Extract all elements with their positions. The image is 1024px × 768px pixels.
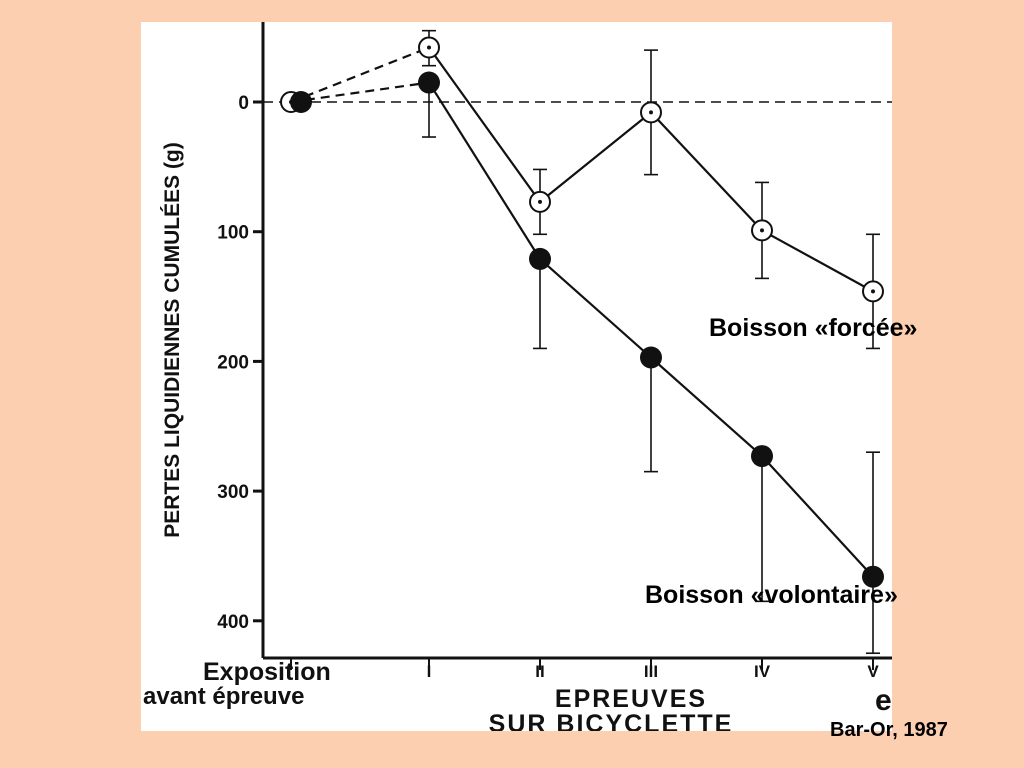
source-credit: Bar-Or, 1987 — [830, 719, 948, 741]
series-line-volontaire — [539, 258, 652, 359]
x-tick-label: III — [644, 662, 658, 681]
data-point-volontaire — [862, 565, 884, 588]
data-point-volontaire — [529, 247, 551, 270]
data-point-volontaire — [290, 91, 312, 113]
data-point-dot-forcee — [871, 289, 875, 294]
x-tick-label: II — [535, 662, 544, 681]
series-line-volontaire — [761, 455, 874, 578]
x-tick-label-exposition-line2: avant épreuve — [143, 683, 304, 710]
x-axis-title-line2: SUR BICYCLETTE — [489, 710, 734, 731]
data-point-volontaire — [418, 71, 440, 94]
series-line-forcee — [539, 111, 652, 203]
series-label-volontaire: Boisson «volontaire» — [645, 581, 898, 609]
series-line-forcee — [428, 46, 541, 203]
x-tick-label: IV — [754, 662, 771, 681]
data-point-volontaire — [640, 346, 662, 369]
y-tick-label: 0 — [238, 93, 249, 114]
series-line-volontaire — [650, 356, 763, 457]
series-line-forcee — [290, 46, 430, 104]
x-axis-title-line1: EPREUVES — [555, 685, 707, 713]
data-point-dot-forcee — [649, 110, 653, 115]
y-tick-label: 100 — [217, 223, 249, 244]
y-axis-title: PERTES LIQUIDIENNES CUMULÉES (g) — [161, 142, 184, 538]
x-tick-label: V — [867, 662, 879, 681]
data-point-dot-forcee — [427, 45, 431, 50]
y-tick-label: 400 — [217, 612, 249, 633]
data-point-dot-forcee — [538, 199, 542, 204]
series-label-forcee: Boisson «forcée» — [709, 314, 918, 342]
series-line-forcee — [761, 229, 874, 293]
data-point-volontaire — [751, 445, 773, 468]
x-tick-label: I — [427, 662, 432, 681]
series-line-volontaire — [428, 81, 541, 260]
chart-svg: 0 100 200 300 400 PERTES LIQUIDIENNES CUMULÉE… — [143, 22, 892, 731]
partial-glyph: e — [875, 684, 892, 717]
y-tick-label: 300 — [217, 482, 249, 503]
chart-panel: 0 100 200 300 400 PERTES LIQUIDIENNES CUMULÉE… — [141, 22, 892, 731]
series-line-forcee — [650, 111, 763, 232]
data-point-dot-forcee — [760, 228, 764, 233]
x-tick-label-exposition-line1: Exposition — [203, 658, 331, 686]
y-tick-label: 200 — [217, 352, 249, 373]
series-line-volontaire — [290, 81, 430, 104]
